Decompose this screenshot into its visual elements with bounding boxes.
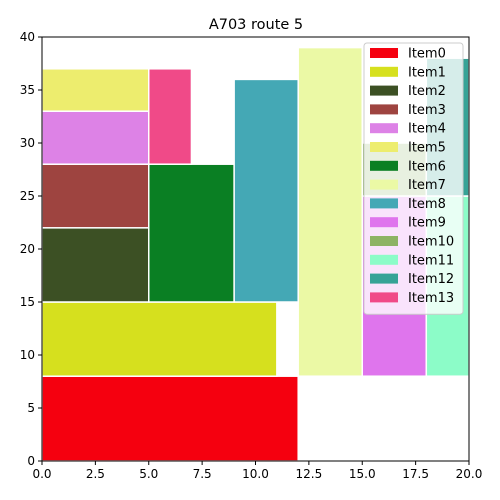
y-tick-label: 10 — [20, 348, 35, 362]
chart-title: A703 route 5 — [209, 17, 303, 33]
rect-item6 — [148, 163, 235, 303]
y-tick-label: 20 — [20, 242, 35, 256]
legend-swatch — [370, 123, 398, 134]
legend-label: Item12 — [408, 272, 454, 287]
legend-swatch — [370, 236, 398, 246]
y-tick-label: 30 — [20, 136, 35, 150]
legend-swatch — [370, 254, 398, 265]
legend-label: Item8 — [408, 197, 446, 212]
x-tick-label: 7.5 — [193, 467, 212, 481]
x-tick-label: 0.0 — [32, 467, 51, 481]
y-tick-label: 25 — [20, 189, 35, 203]
legend-swatch — [370, 66, 398, 77]
legend-label: Item0 — [408, 47, 446, 62]
legend-swatch — [370, 217, 398, 228]
axes: 0.0 2.5 5.0 7.5 10.0 12.5 15.0 17.5 20.0 0 5 10 15 20… — [20, 30, 483, 481]
legend-label: Item2 — [408, 84, 446, 99]
legend-swatch — [370, 179, 398, 190]
rect-item8 — [233, 78, 299, 303]
y-tick-label: 40 — [20, 30, 35, 44]
x-tick-label: 5.0 — [139, 467, 158, 481]
legend-label: Item13 — [408, 291, 454, 306]
legend-swatch — [370, 104, 398, 115]
legend: Item0 Item1 Item2 Item3 Item4 Item5 Item6 Item7… — [363, 42, 464, 315]
x-tick-label: 2.5 — [86, 467, 105, 481]
legend-label: Item6 — [408, 159, 446, 174]
x-tick-label: 10.0 — [242, 467, 269, 481]
rect-item3 — [41, 163, 150, 229]
rect-item5 — [41, 68, 150, 112]
legend-label: Item11 — [408, 253, 454, 268]
legend-label: Item9 — [408, 216, 446, 231]
legend-swatch — [370, 160, 398, 171]
rect-item7 — [297, 46, 364, 377]
rect-item0 — [41, 375, 299, 462]
legend-label: Item4 — [408, 122, 446, 137]
y-tick-label: 0 — [27, 454, 35, 468]
x-tick-label: 17.5 — [402, 467, 429, 481]
legend-swatch — [370, 85, 398, 96]
legend-label: Item3 — [408, 103, 446, 118]
rect-item4 — [41, 110, 150, 165]
x-tick-label: 20.0 — [456, 467, 483, 481]
y-tick-label: 5 — [27, 401, 35, 415]
legend-label: Item7 — [408, 178, 446, 193]
legend-swatch — [370, 292, 398, 303]
y-tick-label: 35 — [20, 83, 35, 97]
rect-item13 — [148, 68, 193, 165]
legend-label: Item5 — [408, 141, 446, 156]
legend-swatch — [370, 142, 398, 152]
legend-swatch — [370, 198, 398, 209]
rect-item1 — [41, 301, 278, 377]
legend-swatch — [370, 48, 398, 58]
legend-label: Item1 — [408, 65, 446, 80]
rect-item2 — [41, 227, 150, 303]
x-tick-label: 15.0 — [349, 467, 376, 481]
data-rectangles — [41, 46, 470, 462]
legend-swatch — [370, 273, 398, 284]
y-tick-label: 15 — [20, 295, 35, 309]
x-tick-label: 12.5 — [296, 467, 323, 481]
legend-label: Item10 — [408, 235, 454, 250]
